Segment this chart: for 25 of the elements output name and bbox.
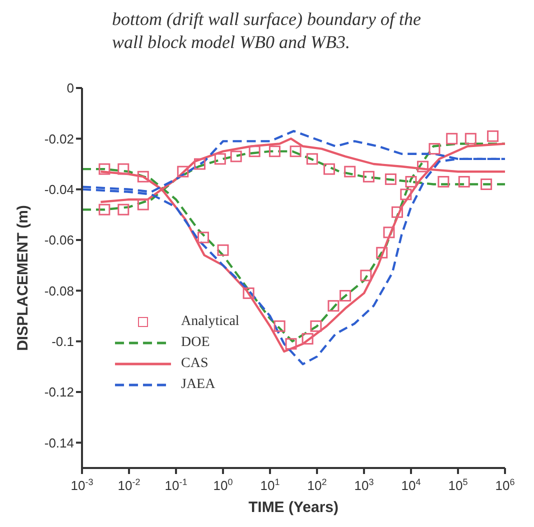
x-tick-label: 10$^{1}$	[260, 477, 280, 493]
y-tick-label: -0.14	[44, 435, 74, 450]
x-tick-label: 10$^{3}$	[354, 477, 374, 493]
x-axis-title: TIME (Years)	[248, 499, 339, 516]
x-tick-label: 10$^{-3}$	[70, 477, 94, 493]
x-tick-label: 10$^{-1}$	[164, 477, 188, 493]
y-tick-label: -0.06	[44, 232, 74, 248]
x-tick-label: 10$^{6}$	[495, 477, 515, 493]
y-tick-label: -0.1	[52, 334, 74, 349]
y-axis-title: DISPLACEMENT (m)	[14, 205, 32, 351]
legend-label: CAS	[181, 356, 208, 372]
y-tick-label: -0.04	[44, 182, 74, 197]
x-tick-label: 10$^{-2}$	[118, 477, 140, 493]
x-tick-label: 10$^{0}$	[213, 477, 233, 493]
y-tick-label: -0.12	[44, 384, 74, 400]
y-tick-label: 0	[66, 80, 74, 96]
y-tick-label: -0.02	[44, 131, 74, 146]
x-tick-label: 10$^{2}$	[307, 477, 327, 493]
legend-label: Analytical	[181, 314, 240, 330]
x-tick-label: 10$^{4}$	[401, 477, 421, 493]
chart-title: bottom (drift wall surface) boundary of the wall block model WB0 and WB3.	[111, 8, 422, 54]
legend-label: DOE	[181, 334, 210, 350]
x-tick-label: 10$^{5}$	[448, 477, 468, 493]
legend-label: JAEA	[181, 376, 216, 392]
y-tick-label: -0.08	[44, 283, 74, 298]
